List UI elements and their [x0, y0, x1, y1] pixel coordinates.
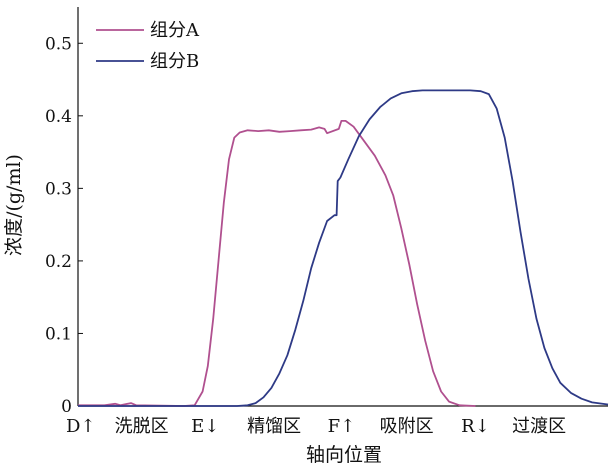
y-tick-label: 0.3 — [45, 179, 72, 199]
series-line-1 — [78, 120, 476, 407]
series-layer — [78, 89, 609, 407]
x-tick-label: 过渡区 — [512, 416, 566, 437]
x-tick-label: 洗脱区 — [115, 416, 169, 437]
y-tick-label: 0 — [61, 397, 72, 417]
legend-label-2: 组分B — [150, 51, 199, 72]
x-tick-label: D↑ — [66, 416, 96, 437]
y-axis-label: 浓度/(g/ml) — [3, 154, 25, 256]
y-tick-label: 0.1 — [45, 324, 72, 344]
y-tick-label: 0.2 — [45, 252, 72, 272]
series-line-2 — [78, 89, 609, 407]
axes: 0 0.1 0.2 0.3 0.4 0.5 D↑ 洗脱区 E↓ 精馏区 F↑ 吸附区 R↓ 过渡区 — [45, 7, 608, 437]
x-axis-label: 轴向位置 — [306, 444, 382, 466]
x-tick-label: E↓ — [191, 416, 219, 437]
legend: 组分A 组分B — [96, 20, 200, 72]
x-tick-label: 精馏区 — [247, 416, 301, 437]
y-tick-label: 0.5 — [45, 34, 72, 54]
legend-label-1: 组分A — [150, 20, 200, 41]
x-tick-label: 吸附区 — [380, 416, 434, 437]
y-tick-label: 0.4 — [45, 107, 72, 127]
x-tick-label: R↓ — [461, 416, 490, 437]
x-tick-label: F↑ — [328, 416, 356, 437]
